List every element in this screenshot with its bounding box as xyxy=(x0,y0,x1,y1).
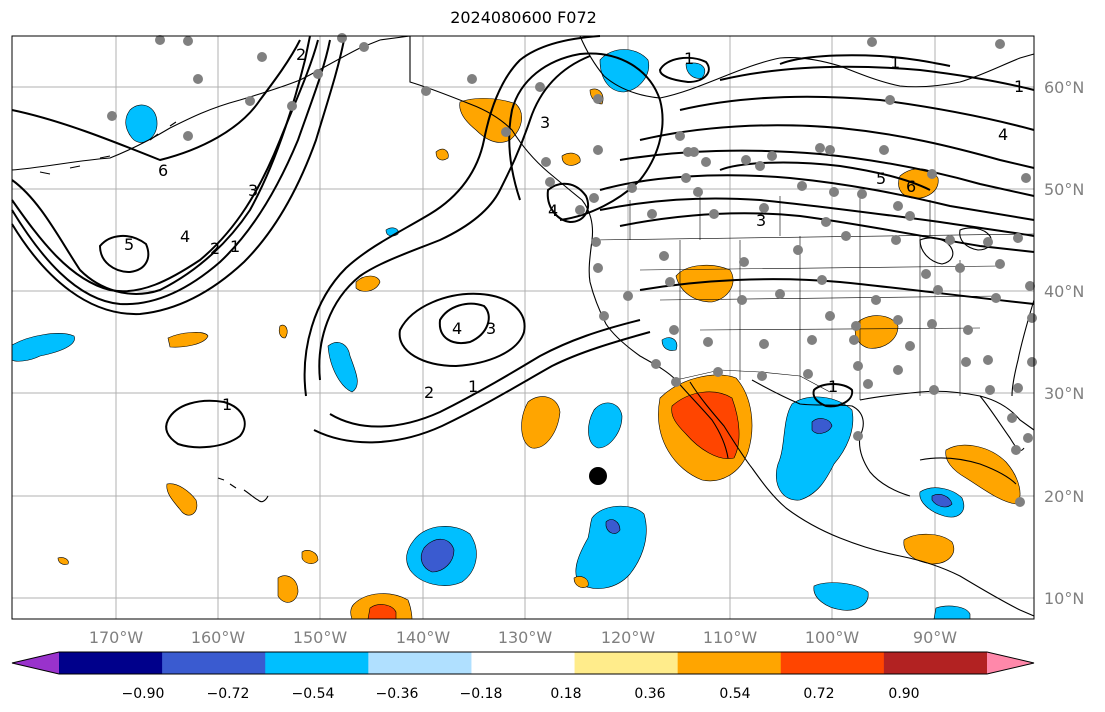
contour-label: 5 xyxy=(876,169,886,188)
contour-label: 6 xyxy=(158,161,168,180)
lat-label: 40°N xyxy=(1044,282,1084,301)
lat-label: 10°N xyxy=(1044,589,1084,608)
contour-label: 4 xyxy=(452,319,462,338)
contour-label: 3 xyxy=(540,113,550,132)
contour-label: 5 xyxy=(124,235,134,254)
contour-label: 1 xyxy=(230,237,240,256)
lon-label: 90°W xyxy=(913,628,957,647)
colorbar-segment xyxy=(883,652,988,674)
colorbar-segment xyxy=(162,652,266,674)
contour-label: 1 xyxy=(828,377,838,396)
anomaly-shading xyxy=(11,49,1021,620)
colorbar-tick-label: 0.90 xyxy=(888,686,919,702)
contour-label: 1 xyxy=(890,53,900,72)
colorbar-tick-label: 0.36 xyxy=(634,686,665,702)
contour-label: 1 xyxy=(222,395,232,414)
lon-label: 130°W xyxy=(498,628,553,647)
contour-label: 1 xyxy=(468,377,478,396)
colorbar-tick-label: −0.54 xyxy=(292,686,335,702)
contour-label-group: 1 1 1 2 3 4 5 6 4 3 2 1 4 3 2 1 5 6 4 3 … xyxy=(124,45,1024,414)
colorbar-tick-label: −0.72 xyxy=(207,686,250,702)
colorbar-tick-label: 0.72 xyxy=(803,686,834,702)
colorbar-tick-label: 0.18 xyxy=(550,686,581,702)
contour-label: 4 xyxy=(180,227,190,246)
colorbar xyxy=(11,651,1035,675)
latitude-labels: 60°N 50°N 40°N 30°N 20°N 10°N xyxy=(1044,78,1084,608)
contour-label: 3 xyxy=(248,181,258,200)
colorbar-segment xyxy=(574,652,679,674)
colorbar-outline xyxy=(11,651,1035,675)
contour-label: 4 xyxy=(998,125,1008,144)
colorbar-tick-label: −0.18 xyxy=(460,686,503,702)
contour-label: 2 xyxy=(210,239,220,258)
colorbar-tick-label: −0.36 xyxy=(376,686,419,702)
lat-label: 50°N xyxy=(1044,180,1084,199)
map-title: 2024080600 F072 xyxy=(450,8,597,27)
contour-label: 1 xyxy=(684,49,694,68)
colorbar-segment xyxy=(265,652,369,674)
lon-label: 160°W xyxy=(191,628,246,647)
colorbar-tick-label: −0.90 xyxy=(122,686,165,702)
lon-label: 140°W xyxy=(396,628,451,647)
lon-label: 150°W xyxy=(293,628,348,647)
contour-label: 6 xyxy=(906,177,916,196)
colorbar-segment xyxy=(780,652,885,674)
lon-label: 120°W xyxy=(601,628,656,647)
lat-label: 30°N xyxy=(1044,384,1084,403)
colorbar-tick-label: 0.54 xyxy=(719,686,750,702)
lon-label: 100°W xyxy=(805,628,860,647)
contour-label: 1 xyxy=(1014,77,1024,96)
colorbar-segment xyxy=(59,652,163,674)
longitude-labels: 170°W 160°W 150°W 140°W 130°W 120°W 110°… xyxy=(89,628,957,647)
lat-label: 60°N xyxy=(1044,78,1084,97)
colorbar-segment xyxy=(368,652,472,674)
colorbar-extend-high xyxy=(987,652,1034,674)
lon-label: 110°W xyxy=(703,628,758,647)
colorbar-extend-low xyxy=(12,652,59,674)
lon-label: 170°W xyxy=(89,628,144,647)
contour-label: 2 xyxy=(424,383,434,402)
colorbar-ticks: −0.90 −0.72 −0.54 −0.36 −0.18 0.18 0.36 … xyxy=(122,686,920,702)
contour-label: 2 xyxy=(296,45,306,64)
colorbar-segment xyxy=(677,652,782,674)
contour-label: 4 xyxy=(548,201,558,220)
map-panel: 1 1 1 2 3 4 5 6 4 3 2 1 4 3 2 1 5 6 4 3 … xyxy=(11,33,1037,620)
contour-label: 3 xyxy=(756,211,766,230)
contour-label: 3 xyxy=(486,319,496,338)
colorbar-segment xyxy=(471,652,576,674)
station-dots xyxy=(107,33,1037,507)
graticule xyxy=(12,36,1034,619)
storm-marker xyxy=(589,467,607,485)
lat-label: 20°N xyxy=(1044,487,1084,506)
